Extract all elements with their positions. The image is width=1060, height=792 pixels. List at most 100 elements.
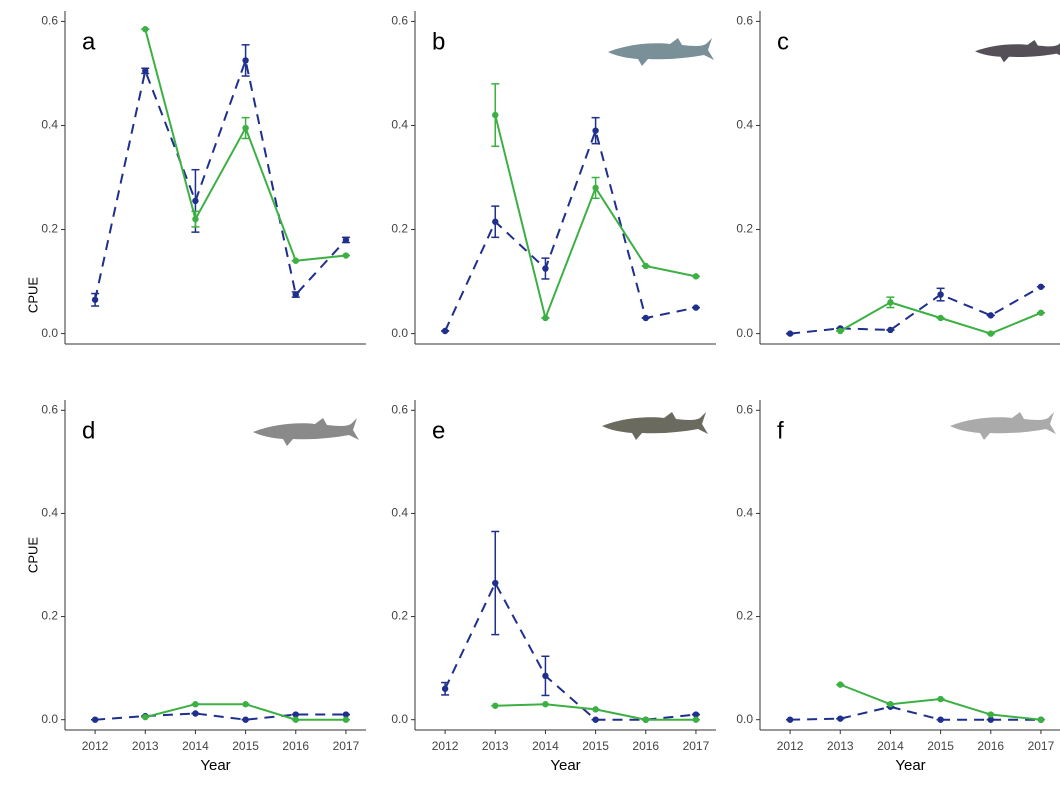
data-point: [242, 716, 249, 723]
data-point: [492, 702, 499, 709]
data-point: [837, 327, 844, 335]
x-tick-label: 2017: [1028, 739, 1055, 753]
data-point: [937, 291, 944, 298]
data-point: [937, 716, 944, 723]
data-point: [292, 257, 299, 264]
data-point: [292, 716, 299, 723]
data-point: [342, 252, 350, 259]
x-tick-label: 2013: [827, 739, 854, 753]
data-point: [192, 710, 199, 717]
y-tick-label: 0.2: [736, 609, 753, 623]
y-tick-label: 0.6: [391, 402, 408, 416]
shark-icon: [608, 38, 714, 66]
data-point: [1037, 283, 1045, 290]
data-point: [1037, 309, 1045, 316]
panel: 0.0 0.2 0.4 0.6 c: [736, 11, 1060, 345]
series-line: [790, 705, 1041, 721]
data-point: [441, 685, 449, 692]
shark-icon: [950, 412, 1056, 440]
data-point: [987, 312, 994, 319]
x-axis-label: Year: [550, 757, 580, 774]
data-point: [642, 262, 649, 270]
data-point: [542, 672, 549, 680]
x-axis-label: Year: [895, 757, 925, 774]
data-point: [837, 715, 844, 722]
y-tick-label: 0.4: [736, 506, 753, 520]
y-tick-label: 0.4: [41, 118, 58, 132]
y-tick-label: 0.2: [391, 222, 408, 236]
panel-letter: a: [82, 28, 96, 55]
y-tick-label: 0.4: [391, 506, 408, 520]
x-axis-label: Year: [200, 757, 230, 774]
data-point: [492, 111, 499, 119]
data-point: [642, 314, 649, 322]
x-tick-label: 2016: [977, 739, 1004, 753]
series-line: [789, 285, 1042, 335]
data-point: [492, 579, 499, 587]
data-point: [441, 327, 449, 335]
x-tick-label: 2017: [683, 739, 710, 753]
y-tick-label: 0.6: [391, 14, 408, 28]
series-line: [95, 712, 346, 721]
data-point: [91, 296, 99, 303]
panel-letter: d: [82, 417, 95, 444]
data-point: [937, 695, 944, 703]
data-point: [592, 127, 599, 134]
y-tick-label: 0.6: [41, 14, 58, 28]
data-point: [342, 236, 350, 244]
x-tick-label: 2014: [877, 739, 904, 753]
y-axis-label: CPUE: [25, 277, 40, 313]
x-tick-label: 2014: [532, 739, 559, 753]
data-point: [542, 314, 549, 322]
series-line: [94, 56, 347, 300]
shark-icon: [975, 40, 1060, 63]
data-point: [192, 215, 199, 223]
data-point: [292, 711, 299, 718]
data-point: [142, 67, 149, 75]
data-point: [692, 304, 700, 311]
y-tick-label: 0.0: [391, 326, 408, 340]
data-point: [142, 26, 149, 33]
data-point: [242, 57, 249, 64]
data-point: [592, 184, 599, 192]
data-point: [786, 330, 794, 337]
panel-letter: c: [777, 28, 789, 55]
x-tick-label: 2012: [82, 739, 109, 753]
y-tick-label: 0.6: [41, 402, 58, 416]
panel: 0.0 0.2 0.4 0.6 a CPUE: [25, 11, 366, 345]
data-point: [887, 326, 894, 334]
x-tick-label: 2016: [282, 739, 309, 753]
y-tick-label: 0.2: [391, 609, 408, 623]
panel-letter: e: [432, 417, 445, 444]
x-tick-label: 2013: [482, 739, 509, 753]
y-tick-label: 0.2: [41, 609, 58, 623]
x-tick-label: 2012: [432, 739, 459, 753]
data-point: [987, 330, 994, 337]
data-point: [937, 314, 944, 322]
panel: 0.0 0.2 0.4 0.6 2012 2013 2014 2015 2016 2017 d CPU…: [25, 400, 366, 774]
y-tick-label: 0.0: [391, 712, 408, 726]
x-tick-label: 2015: [232, 739, 259, 753]
y-tick-label: 0.0: [41, 326, 58, 340]
y-tick-label: 0.6: [736, 402, 753, 416]
data-point: [292, 291, 299, 298]
data-point: [837, 681, 844, 688]
y-axis-label: CPUE: [25, 537, 40, 573]
panel-letter: f: [777, 417, 784, 444]
series-line: [444, 127, 697, 332]
panel: 0.0 0.2 0.4 0.6 2012 2013 2014 2015 2016 2017 e Yea…: [391, 400, 716, 774]
x-tick-label: 2014: [182, 739, 209, 753]
data-point: [692, 711, 700, 718]
x-tick-label: 2016: [632, 739, 659, 753]
y-tick-label: 0.2: [41, 222, 58, 236]
series-line: [444, 580, 697, 721]
y-tick-label: 0.4: [391, 118, 408, 132]
data-point: [592, 706, 599, 713]
data-point: [987, 716, 994, 723]
data-point: [342, 716, 350, 723]
x-tick-label: 2015: [927, 739, 954, 753]
y-tick-label: 0.4: [736, 118, 753, 132]
shark-icon: [253, 418, 359, 446]
data-point: [242, 701, 249, 708]
